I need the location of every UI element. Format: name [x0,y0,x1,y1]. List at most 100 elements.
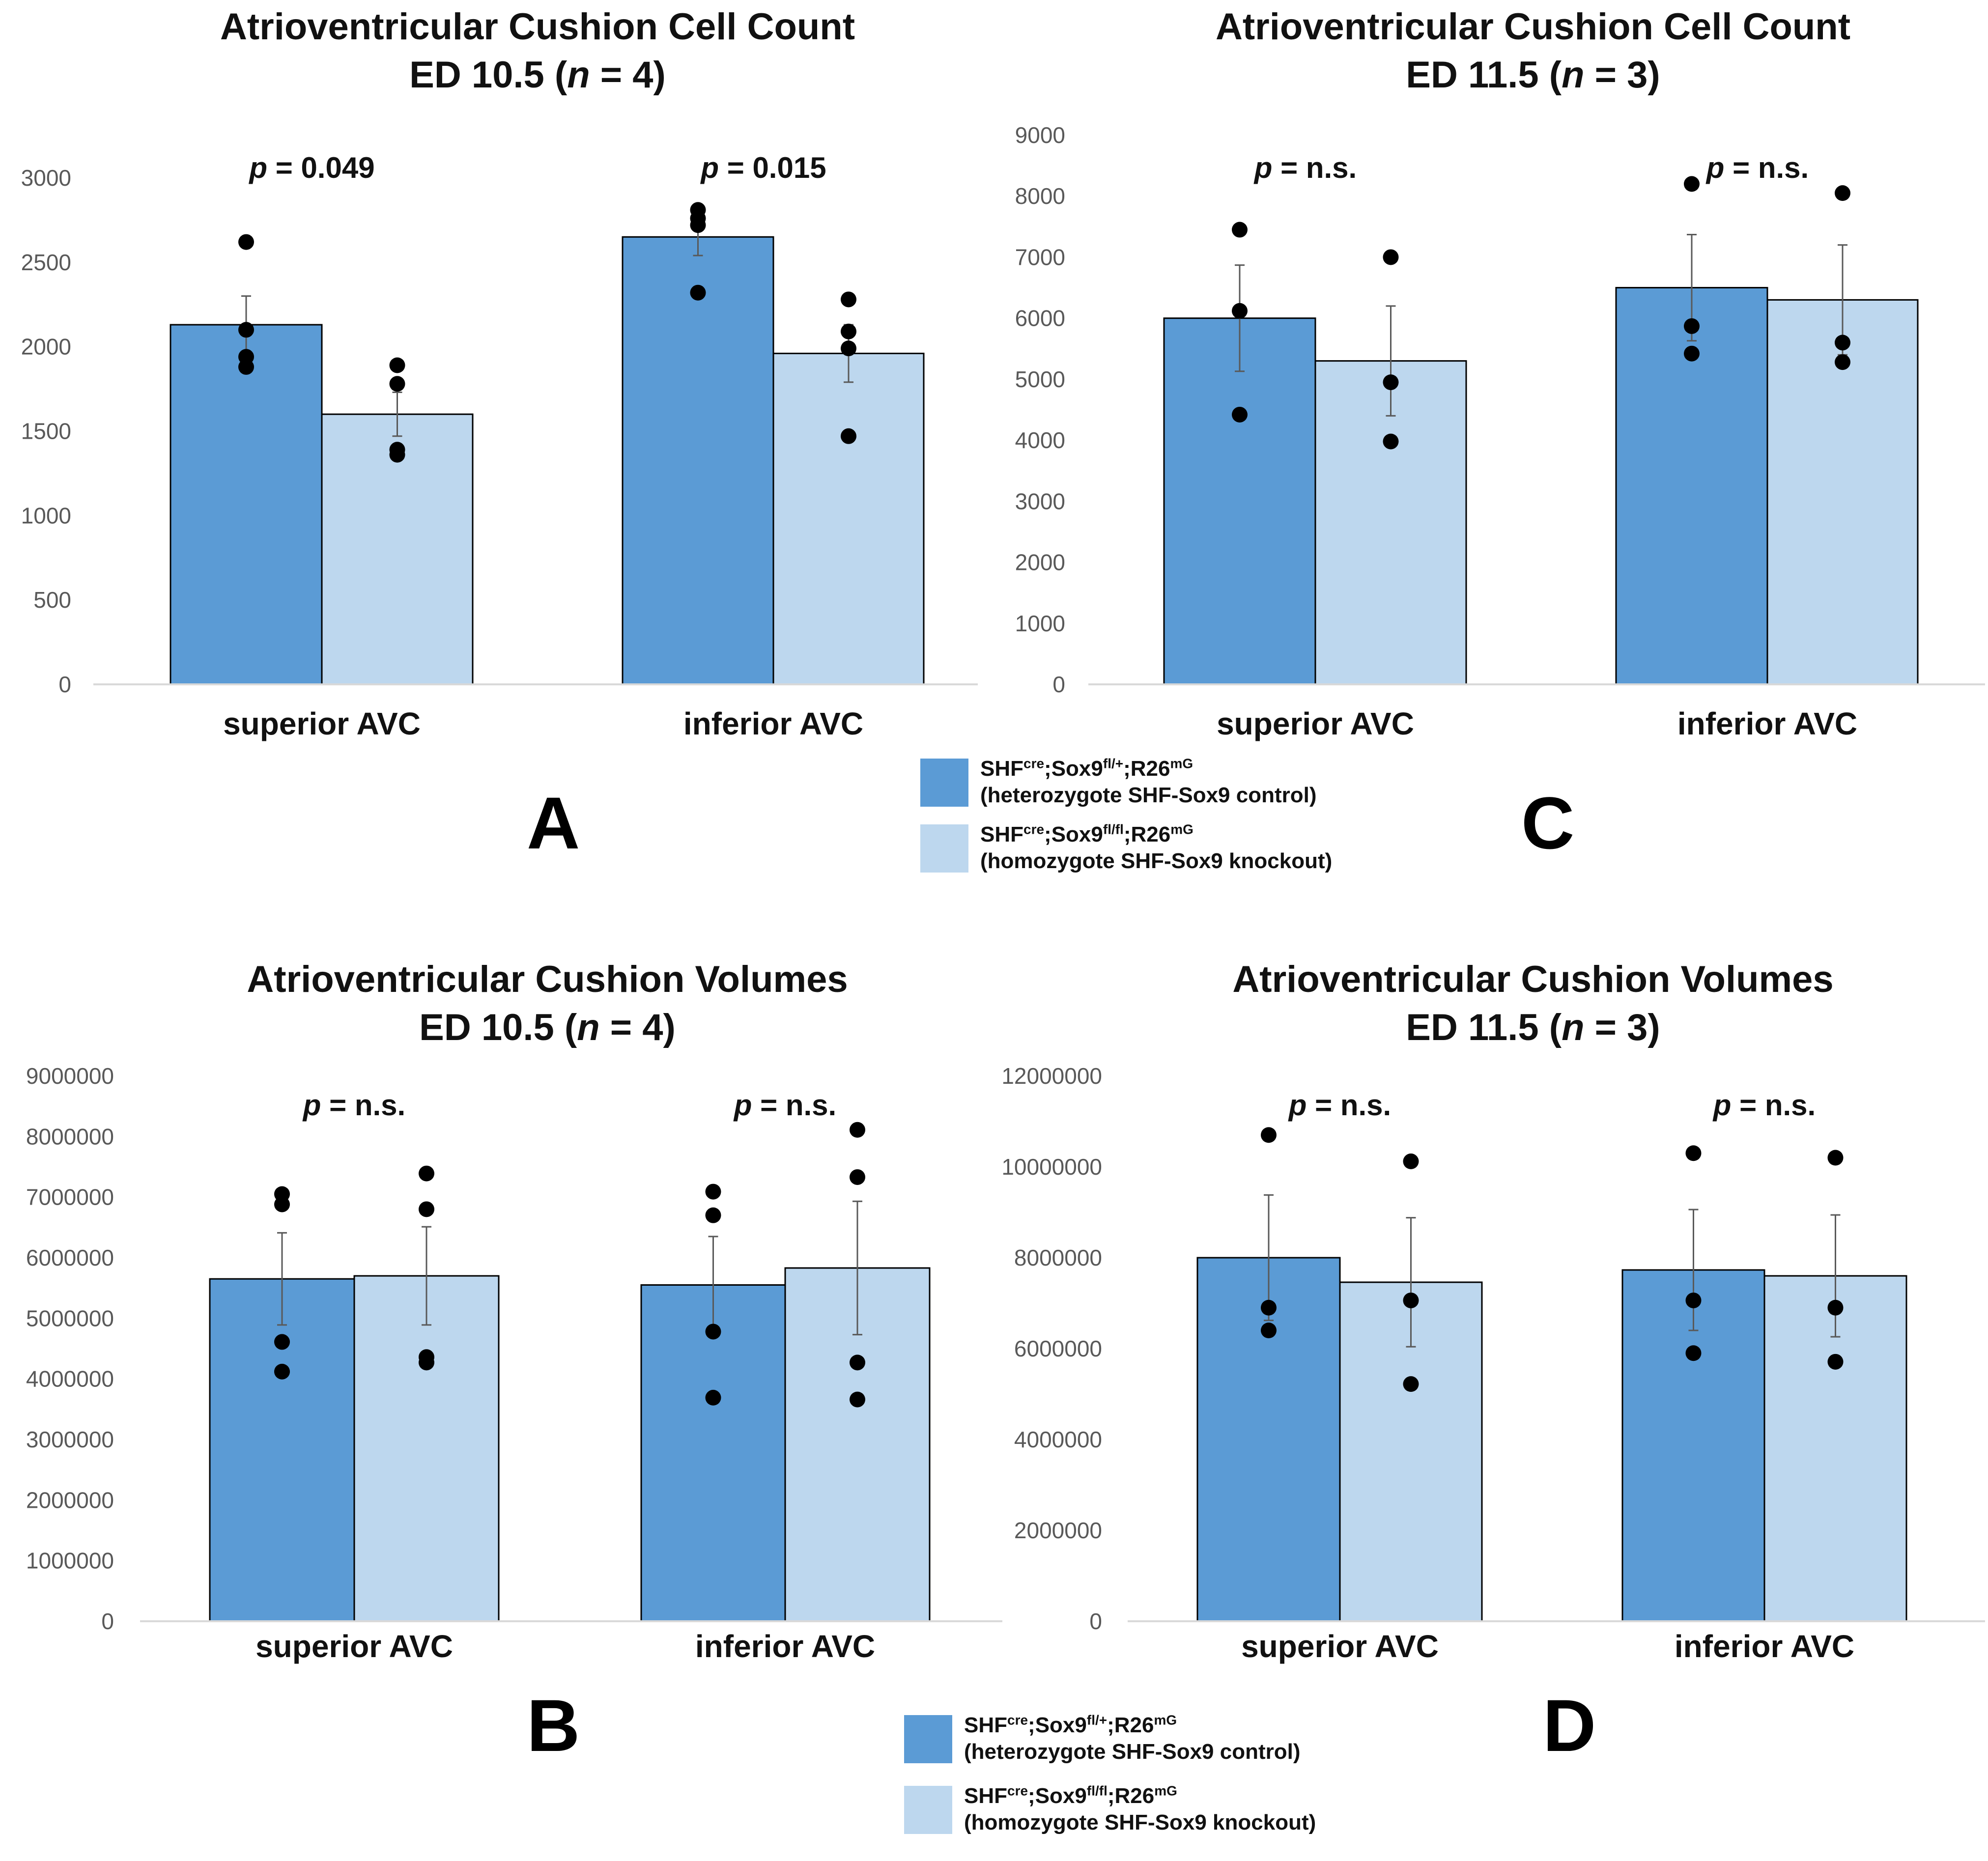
panel-d-data-point-knockout [1827,1150,1844,1166]
panel-c-ytick-label: 8000 [1015,183,1065,209]
panel-d-data-point-knockout [1827,1353,1844,1370]
panel-a-bar-control [170,324,323,685]
panel-c-ytick-label: 7000 [1015,244,1065,270]
panel-c-data-point-knockout [1835,354,1850,370]
panel-c-data-point-control [1684,345,1700,362]
panel-a-data-point-knockout [389,447,405,463]
panel-c-data-point-knockout [1383,249,1399,265]
panel-a-ytick-label: 2500 [21,250,71,275]
panel-a-data-point-control [690,217,706,233]
panel-d-ytick-label: 10000000 [1001,1154,1102,1180]
legend-label-knockout-bottom: SHFcre;Sox9fl/fl;R26mG (homozygote SHF-S… [964,1783,1316,1834]
panel-d-title: Atrioventricular Cushion Volumes ED 11.5… [1066,956,1988,1052]
panel-d-title-line2: ED 11.5 (n = 3) [1406,1007,1660,1048]
panel-letter-d: D [1543,1684,1596,1767]
panel-a-bar-control [622,236,774,685]
panel-a-ytick-label: 2000 [21,334,71,360]
panel-b-bar-knockout [353,1275,500,1622]
panel-a-data-point-knockout [841,340,856,357]
legend-swatch-knockout [920,824,968,873]
panel-d-pvalue: p = n.s. [1288,1089,1391,1122]
panel-c-title: Atrioventricular Cushion Cell Count ED 1… [1066,3,1988,99]
panel-c-ytick-label: 6000 [1015,306,1065,331]
legend-entry-knockout-bottom: SHFcre;Sox9fl/fl;R26mG (homozygote SHF-S… [904,1783,1395,1840]
panel-d-data-point-control [1685,1292,1702,1308]
legend-desc-control: (heterozygote SHF-Sox9 control) [980,783,1317,807]
panel-c-ytick-label: 0 [1052,672,1065,697]
panel-b-ytick-label: 5000000 [26,1305,114,1331]
legend-label-control: SHFcre;Sox9fl/+;R26mG (heterozygote SHF-… [980,756,1317,807]
panel-a-data-point-control [238,234,254,250]
panel-b-ytick-label: 7000000 [26,1184,114,1210]
panel-d-data-point-knockout [1827,1299,1844,1316]
panel-b-data-point-control [274,1196,290,1212]
panel-c-data-point-control [1684,176,1700,192]
panel-d-ytick-label: 6000000 [1014,1336,1102,1361]
panel-a-data-point-knockout [841,323,856,339]
panel-b-data-point-knockout [850,1122,865,1138]
panel-c-data-point-knockout [1835,185,1850,201]
panel-b-ytick-label: 6000000 [26,1245,114,1270]
panel-d-ytick-label: 0 [1089,1608,1102,1634]
legend-entry-control-bottom: SHFcre;Sox9fl/+;R26mG (heterozygote SHF-… [904,1713,1395,1769]
panel-b-data-point-control [705,1324,721,1340]
panel-c-category-label: inferior AVC [1677,706,1857,741]
panel-b-data-point-control [274,1334,290,1350]
panel-b-bar-control [209,1278,355,1622]
legend-desc-knockout: (homozygote SHF-Sox9 knockout) [980,849,1333,873]
panel-a-pvalue: p = 0.049 [248,151,374,184]
panel-a-data-point-control [690,284,706,301]
panel-c-category-label: superior AVC [1217,706,1414,741]
panel-a-ytick-label: 3000 [21,165,71,191]
panel-c-data-point-control [1232,406,1248,423]
panel-b-ytick-label: 0 [101,1608,114,1634]
panel-a-title: Atrioventricular Cushion Cell Count ED 1… [71,3,1004,99]
panel-d-data-point-knockout [1403,1153,1419,1169]
panel-d-data-point-control [1685,1145,1702,1161]
panel-b-ytick-label: 8000000 [26,1124,114,1149]
panel-a-ytick-label: 500 [33,587,71,613]
legend-desc-control-bottom: (heterozygote SHF-Sox9 control) [964,1740,1301,1764]
panel-d-category-label: inferior AVC [1675,1629,1854,1664]
panel-b-data-point-knockout [419,1165,434,1182]
legend-label-knockout: SHFcre;Sox9fl/fl;R26mG (homozygote SHF-S… [980,821,1333,873]
panel-b-bar-control [640,1284,786,1622]
panel-a-category-label: superior AVC [223,706,421,741]
panel-a-data-point-knockout [841,428,856,444]
panel-a-data-point-knockout [389,376,405,392]
panel-a-bar-knockout [772,352,925,685]
panel-c-ytick-label: 2000 [1015,550,1065,575]
panel-d-ytick-label: 12000000 [1001,1063,1102,1089]
panel-a-data-point-knockout [841,291,856,308]
panel-b-title-line2: ED 10.5 (n = 4) [419,1007,676,1048]
panel-c-bar-control [1163,317,1316,685]
panel-a-data-point-control [238,359,254,375]
panel-d-data-point-control [1261,1299,1277,1316]
panel-c-pvalue: p = n.s. [1253,151,1357,184]
panel-b-data-point-control [705,1184,721,1200]
panel-a-ytick-label: 1000 [21,503,71,528]
panel-b-title-line1: Atrioventricular Cushion Volumes [247,959,848,1000]
panel-b-ytick-label: 2000000 [26,1487,114,1513]
panel-c-data-point-knockout [1383,433,1399,450]
panel-d-title-line1: Atrioventricular Cushion Volumes [1232,959,1834,1000]
panel-c-ytick-label: 4000 [1015,427,1065,453]
panel-c-ytick-label: 3000 [1015,488,1065,514]
panel-b-data-point-knockout [850,1391,865,1408]
panel-d-data-point-knockout [1403,1292,1419,1308]
panel-c-ytick-label: 1000 [1015,611,1065,636]
panel-b-pvalue: p = n.s. [302,1089,405,1122]
panel-d-ytick-label: 2000000 [1014,1518,1102,1543]
panel-letter-c: C [1521,782,1575,864]
panel-a-data-point-knockout [389,357,405,373]
panel-c-data-point-knockout [1383,374,1399,391]
panel-b-data-point-knockout [850,1354,865,1371]
legend-desc-knockout-bottom: (homozygote SHF-Sox9 knockout) [964,1810,1316,1834]
panel-letter-b: B [527,1684,580,1767]
legend-entry-knockout: SHFcre;Sox9fl/fl;R26mG (homozygote SHF-S… [920,821,1412,878]
panel-a-ytick-label: 1500 [21,419,71,444]
panel-b-ytick-label: 1000000 [26,1548,114,1574]
panel-b-category-label: inferior AVC [695,1629,875,1664]
panel-b-ytick-label: 3000000 [26,1427,114,1452]
